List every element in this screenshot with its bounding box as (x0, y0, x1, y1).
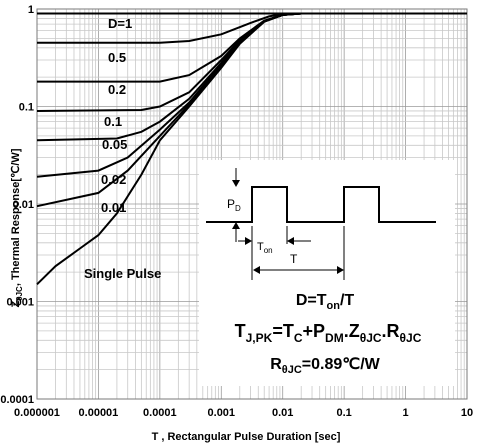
x-tick-label: 0.001 (208, 407, 236, 419)
y-axis-label-z: Z (10, 300, 22, 307)
svg-text:ZθJC, Thermal Response[℃/W]: ZθJC, Thermal Response[℃/W] (10, 148, 24, 307)
series-label-2: 0.2 (108, 82, 126, 97)
series-label-6: 0.01 (101, 200, 126, 215)
x-axis-label: T , Rectangular Pulse Duration [sec] (152, 431, 341, 443)
pd-arrowhead-top (232, 180, 240, 187)
series-group (36, 12, 467, 286)
y-axis-label: ZθJC, Thermal Response[℃/W] (10, 148, 24, 307)
x-tick-label: 0.01 (272, 407, 293, 419)
pd-label: PD (227, 197, 241, 213)
series-line-7 (36, 12, 467, 286)
series-label-5: 0.02 (101, 172, 126, 187)
ton-arrowhead-right (287, 237, 294, 245)
x-tick-label: 10 (461, 407, 473, 419)
inset-panel: PD Ton T D=Ton/T TJ,PK=TC+PDM.ZθJC.RθJC … (199, 160, 455, 386)
series-label-1: 0.5 (108, 50, 126, 65)
y-axis-label-sub: θJC (15, 286, 24, 301)
plot-border (36, 8, 468, 400)
y-tick-label: 0.01 (13, 199, 34, 211)
tj-equation: TJ,PK=TC+PDM.ZθJC.RθJC (235, 321, 422, 345)
t-arrowhead-right (337, 266, 344, 274)
series-label-7: Single Pulse (84, 266, 161, 281)
plot-frame (36, 8, 468, 400)
series-label-4: 0.05 (102, 137, 127, 152)
t-arrowhead-left (253, 266, 260, 274)
y-tick-label: 0.1 (19, 102, 34, 114)
y-axis-label-rest: , Thermal Response[℃/W] (10, 148, 22, 286)
y-tick-label: 1 (28, 4, 34, 16)
x-tick-label: 0.000001 (14, 407, 60, 419)
x-tick-labels: 0.000001 0.00001 0.0001 0.001 0.01 0.1 1 10 (14, 407, 473, 419)
x-tick-label: 0.00001 (79, 407, 119, 419)
x-tick-label: 1 (403, 407, 409, 419)
y-tick-label: 0.0001 (0, 394, 34, 406)
r-equation: RθJC=0.89℃/W (270, 356, 380, 376)
ton-label: Ton (257, 241, 273, 255)
t-label: T (290, 252, 298, 266)
ton-arrowhead-left (245, 237, 252, 245)
pulse-waveform (206, 186, 436, 223)
series-label-3: 0.1 (104, 114, 122, 129)
x-tick-label: 0.1 (336, 407, 351, 419)
x-tick-label: 0.0001 (143, 407, 177, 419)
y-tick-label: 0.001 (6, 297, 34, 309)
series-label-0: D=1 (108, 16, 132, 31)
series-labels: D=1 0.5 0.2 0.1 0.05 0.02 0.01 Single Pulse (84, 16, 161, 281)
pd-arrowhead-bottom (232, 222, 240, 229)
duty-equation: D=Ton/T (296, 292, 355, 312)
inset-background (199, 160, 455, 386)
y-tick-labels: 1 0.1 0.01 0.001 0.0001 (0, 4, 34, 406)
